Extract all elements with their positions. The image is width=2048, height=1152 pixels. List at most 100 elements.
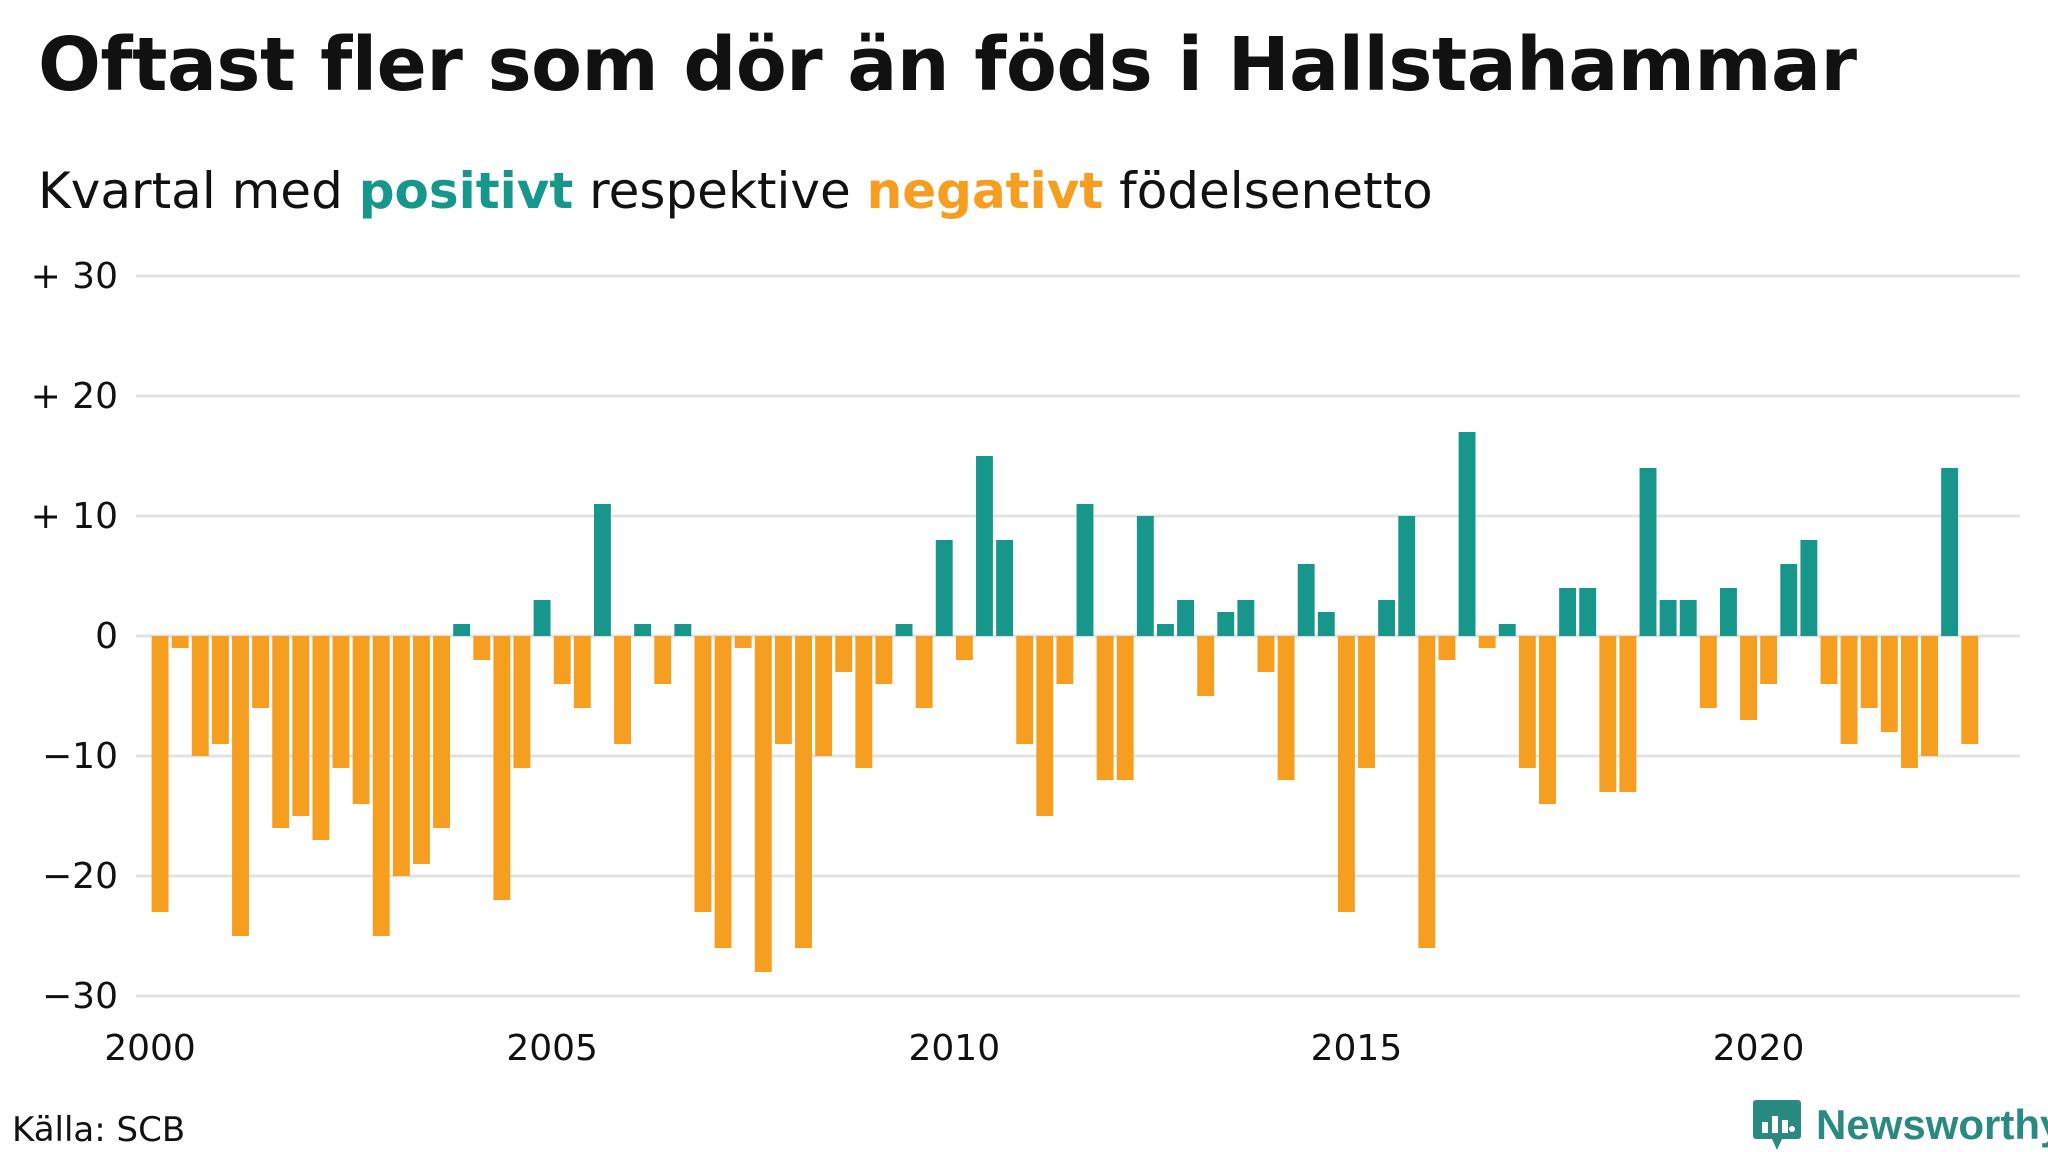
bar-positive [634, 624, 652, 636]
bar-negative [734, 636, 752, 648]
y-tick-label: −20 [42, 856, 118, 897]
subtitle-middle: respektive [573, 162, 867, 220]
bar-negative [1900, 636, 1918, 768]
bar-positive [1458, 432, 1476, 636]
subtitle-negative-word: negativt [866, 162, 1104, 220]
bar-negative [1599, 636, 1617, 792]
bar-positive [1780, 564, 1798, 636]
bar-negative [1699, 636, 1717, 708]
bar-negative [292, 636, 310, 816]
bar-negative [654, 636, 672, 684]
bar-negative [835, 636, 853, 672]
x-tick-label: 2020 [1713, 1028, 1805, 1069]
bar-positive [1297, 564, 1315, 636]
bar-negative [211, 636, 229, 744]
subtitle-suffix: födelsenetto [1103, 162, 1433, 220]
bar-negative [433, 636, 450, 828]
bar-positive [1076, 504, 1094, 636]
bar-negative [473, 636, 491, 660]
bar-positive [1559, 588, 1577, 636]
y-tick-label: 0 [95, 616, 118, 657]
bars [151, 432, 1979, 972]
bar-negative [252, 636, 270, 708]
y-tick-label: + 10 [31, 496, 118, 537]
bar-negative [312, 636, 330, 840]
bar-negative [573, 636, 591, 708]
bar-negative [795, 636, 812, 948]
bar-negative [1760, 636, 1778, 684]
subtitle-prefix: Kvartal med [38, 162, 359, 220]
bar-positive [1800, 540, 1818, 636]
bar-negative [171, 636, 189, 648]
bar-negative [272, 636, 290, 828]
bar-negative [513, 636, 531, 768]
newsworthy-logo: Newsworthy [1752, 1098, 2048, 1152]
bar-positive [593, 504, 611, 636]
bar-negative [1418, 636, 1436, 948]
bar-positive [1720, 588, 1737, 636]
newsworthy-logo-text: Newsworthy [1816, 1101, 2048, 1148]
bar-negative [815, 636, 833, 756]
bar-negative [955, 636, 973, 660]
bar-negative [413, 636, 430, 864]
bar-negative [774, 636, 792, 744]
bar-negative [1518, 636, 1536, 768]
bar-negative [1257, 636, 1275, 672]
bar-positive [996, 540, 1014, 636]
bar-positive [1639, 468, 1657, 636]
bar-negative [694, 636, 712, 912]
y-tick-label: −10 [42, 736, 118, 777]
bar-negative [1539, 636, 1556, 804]
y-tick-label: −30 [42, 976, 118, 1017]
bar-negative [151, 636, 169, 912]
bar-negative [1036, 636, 1054, 816]
bar-negative [1840, 636, 1858, 744]
source-note: Källa: SCB [12, 1110, 186, 1150]
bar-negative [1197, 636, 1215, 696]
bar-positive [1378, 600, 1396, 636]
bar-positive [674, 624, 692, 636]
bar-negative [1337, 636, 1355, 912]
bar-negative [614, 636, 631, 744]
bar-positive [935, 540, 953, 636]
bar-negative [392, 636, 410, 876]
x-tick-labels: 2000 2005 2010 2015 2020 [104, 1028, 1804, 1069]
bar-negative [191, 636, 209, 756]
bar-negative [1116, 636, 1134, 780]
bar-positive [1659, 600, 1677, 636]
x-tick-label: 2015 [1311, 1028, 1403, 1069]
bar-positive [1177, 600, 1194, 636]
bar-negative [1880, 636, 1898, 732]
x-tick-label: 2005 [506, 1028, 598, 1069]
bar-positive [1217, 612, 1235, 636]
bar-negative [332, 636, 350, 768]
x-tick-label: 2010 [908, 1028, 1000, 1069]
x-tick-label: 2000 [104, 1028, 196, 1069]
chart-title: Oftast fler som dör än föds i Hallstaham… [38, 22, 1857, 108]
bar-negative [1358, 636, 1375, 768]
bar-negative [754, 636, 772, 972]
bar-negative [1961, 636, 1979, 744]
bar-negative [714, 636, 732, 948]
bar-negative [1438, 636, 1456, 660]
y-tick-label: + 20 [31, 376, 118, 417]
y-tick-labels: + 30 + 20 + 10 0 −10 −20 −30 [31, 256, 118, 1017]
bar-positive [976, 456, 993, 636]
bar-negative [1096, 636, 1114, 780]
bar-negative [493, 636, 511, 900]
bar-negative [1619, 636, 1637, 792]
bar-negative [1921, 636, 1938, 756]
bar-negative [1016, 636, 1034, 744]
bar-negative [1056, 636, 1074, 684]
bar-negative [372, 636, 390, 936]
bar-positive [533, 600, 551, 636]
bar-positive [1317, 612, 1335, 636]
bar-positive [1237, 600, 1255, 636]
bar-positive [1579, 588, 1597, 636]
bar-negative [1820, 636, 1838, 684]
bar-negative [1740, 636, 1757, 720]
newsworthy-logo-icon [1753, 1100, 1801, 1150]
bar-positive [1498, 624, 1516, 636]
y-tick-label: + 30 [31, 256, 118, 297]
